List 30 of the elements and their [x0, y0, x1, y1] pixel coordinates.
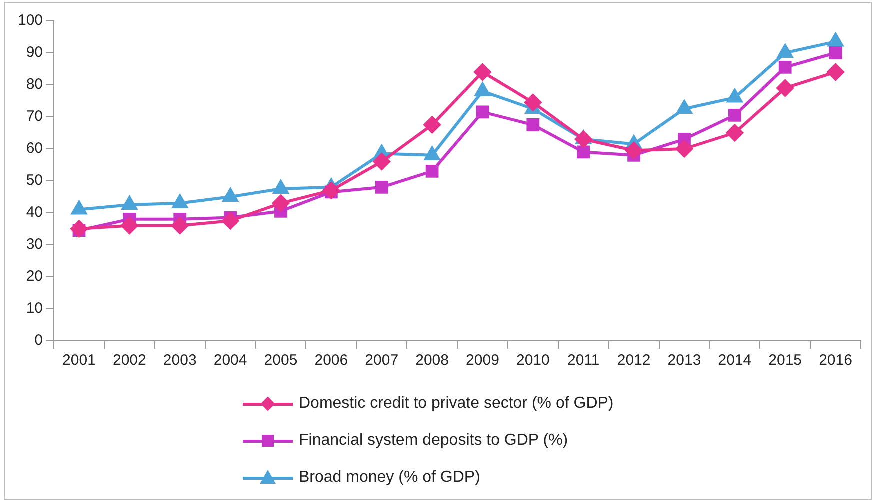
- x-tick-label: 2011: [567, 352, 600, 370]
- y-tick-label: 0: [34, 332, 44, 350]
- x-tick-label: 2013: [668, 352, 702, 370]
- x-tick-label: 2004: [214, 352, 248, 370]
- x-tick-label: 2002: [112, 352, 146, 370]
- y-tick-label: 80: [26, 76, 44, 94]
- x-tick-label: 2003: [163, 352, 197, 370]
- y-tick-label: 20: [26, 268, 44, 286]
- x-tick-label: 2005: [264, 352, 298, 370]
- y-tick-label: 70: [26, 108, 44, 126]
- x-tick-label: 2016: [819, 352, 852, 370]
- x-tick-label: 2006: [314, 352, 348, 370]
- legend-label: Broad money (% of GDP): [299, 468, 480, 486]
- x-tick-label: 2014: [718, 352, 752, 370]
- y-tick-label: 100: [18, 12, 44, 30]
- x-tick-label: 2001: [62, 352, 96, 370]
- legend-label: Financial system deposits to GDP (%): [299, 432, 568, 450]
- x-tick-label: 2008: [416, 352, 449, 370]
- y-tick-label: 30: [26, 236, 44, 254]
- x-tick-label: 2015: [768, 352, 802, 370]
- y-tick-label: 90: [26, 44, 44, 62]
- x-tick-label: 2010: [516, 352, 550, 370]
- x-tick-label: 2009: [466, 352, 500, 370]
- x-tick-label: 2007: [365, 352, 399, 370]
- y-tick-label: 60: [26, 140, 44, 158]
- legend-label: Domestic credit to private sector (% of GDP): [299, 394, 614, 412]
- y-tick-label: 40: [26, 204, 44, 222]
- y-tick-label: 50: [26, 172, 44, 190]
- x-tick-label: 2012: [617, 352, 651, 370]
- y-tick-label: 10: [26, 300, 44, 318]
